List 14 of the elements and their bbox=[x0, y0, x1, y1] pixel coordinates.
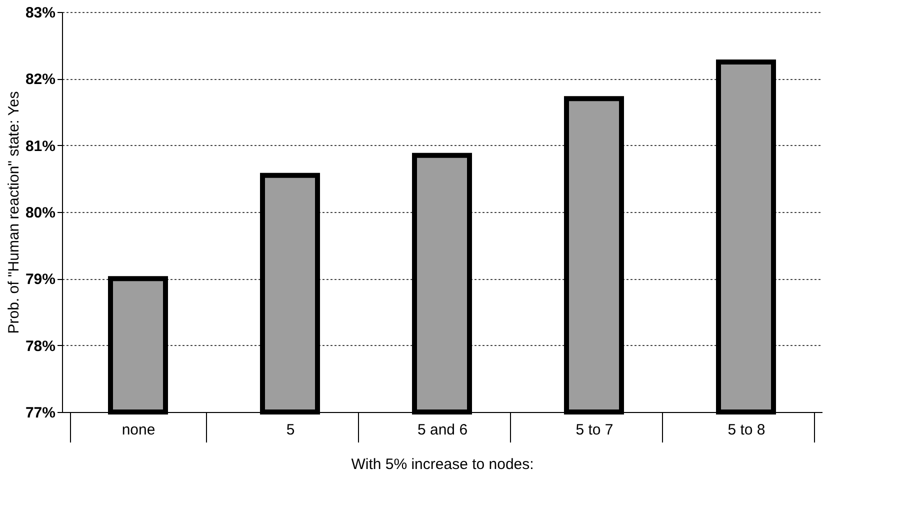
y-tick-label: 82% bbox=[25, 71, 56, 88]
x-axis-title: With 5% increase to nodes: bbox=[351, 456, 534, 473]
x-tick-label: none bbox=[122, 422, 156, 438]
y-tick-label: 80% bbox=[25, 204, 56, 222]
y-tick-label: 79% bbox=[25, 271, 56, 288]
x-tick-label: 5 to 8 bbox=[728, 422, 766, 438]
x-tick-label: 5 and 6 bbox=[417, 422, 468, 438]
y-tick-label: 81% bbox=[25, 138, 56, 155]
y-tick-label: 77% bbox=[25, 404, 56, 422]
y-tick-label: 83% bbox=[25, 4, 56, 22]
y-axis-title: Prob. of "Human reaction" state: Yes bbox=[5, 91, 22, 334]
x-tick-label: 5 to 7 bbox=[576, 422, 614, 438]
x-tick-label: 5 bbox=[286, 422, 295, 438]
y-tick-label: 78% bbox=[25, 338, 56, 355]
